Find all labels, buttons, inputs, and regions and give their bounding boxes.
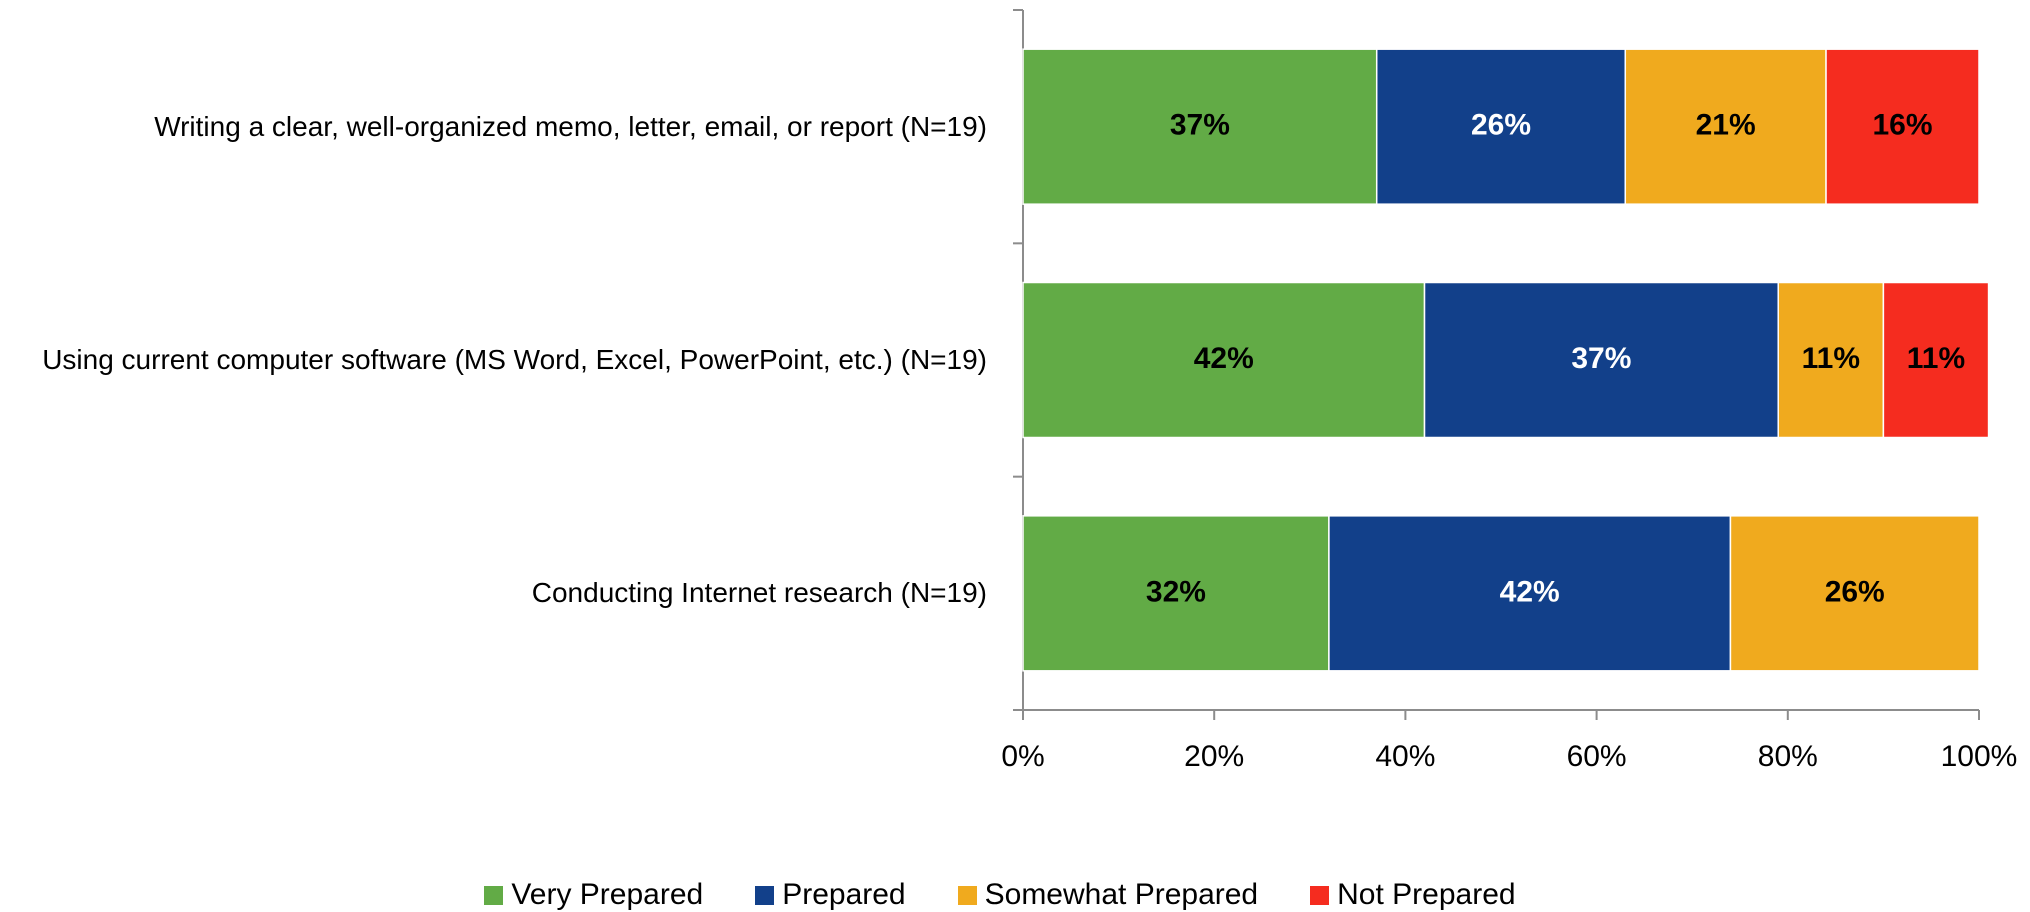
bar-segment	[1729, 515, 1980, 672]
category-label: Using current computer software (MS Word…	[42, 344, 987, 375]
legend-swatch	[1310, 885, 1330, 905]
bar-segment	[1882, 281, 1990, 439]
legend-swatch	[755, 885, 775, 905]
x-tick-label: 20%	[1184, 740, 1244, 773]
legend-label: Very Prepared	[511, 878, 704, 911]
legend-label: Not Prepared	[1337, 878, 1516, 911]
x-tick-label: 80%	[1758, 740, 1818, 773]
legend-swatch	[484, 885, 504, 905]
data-label: 21%	[1696, 109, 1756, 142]
data-label: 37%	[1571, 342, 1631, 375]
bar-segment	[1022, 515, 1330, 672]
legend: Very Prepared Prepared Somewhat Prepared No…	[0, 878, 2000, 912]
data-label: 11%	[1802, 342, 1860, 375]
bar-segment	[1777, 281, 1885, 439]
legend-item: Very Prepared	[484, 878, 703, 912]
x-tick-label: 40%	[1375, 740, 1435, 773]
data-label: 26%	[1825, 575, 1885, 608]
bar-segment	[1022, 48, 1378, 205]
legend-item: Somewhat Prepared	[957, 878, 1259, 912]
bar-segment	[1022, 281, 1426, 439]
category-label: Writing a clear, well-organized memo, le…	[154, 110, 987, 142]
data-label: 42%	[1194, 342, 1254, 375]
legend-item: Prepared	[755, 878, 906, 912]
legend-item: Not Prepared	[1310, 878, 1516, 912]
x-tick-label: 100%	[1941, 740, 2018, 773]
bar-segment	[1825, 48, 1980, 205]
legend-label: Somewhat Prepared	[984, 878, 1259, 911]
legend-swatch	[957, 885, 977, 905]
x-tick-label: 60%	[1567, 740, 1627, 773]
data-label: 26%	[1471, 109, 1531, 142]
data-label: 37%	[1170, 109, 1230, 142]
data-label: 42%	[1500, 575, 1560, 608]
data-label: 32%	[1146, 575, 1206, 608]
data-label: 11%	[1907, 342, 1965, 375]
x-tick-label: 0%	[1001, 740, 1044, 773]
bar-segment	[1375, 48, 1627, 205]
category-label: Conducting Internet research (N=19)	[531, 577, 987, 609]
bar-segment	[1624, 48, 1827, 205]
bar-segment	[1328, 515, 1732, 672]
legend-label: Prepared	[782, 878, 906, 911]
data-label: 16%	[1872, 109, 1932, 142]
